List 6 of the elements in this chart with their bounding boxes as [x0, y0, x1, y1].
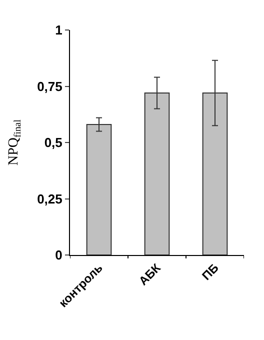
y-tick-label: 0,75 — [37, 78, 62, 94]
x-tick-label: ПБ — [199, 260, 222, 283]
y-tick-label: 1 — [55, 22, 62, 38]
y-tick-label: 0,25 — [37, 191, 62, 206]
y-tick-label: 0,5 — [44, 135, 62, 150]
y-tick-label: 0 — [55, 248, 62, 263]
